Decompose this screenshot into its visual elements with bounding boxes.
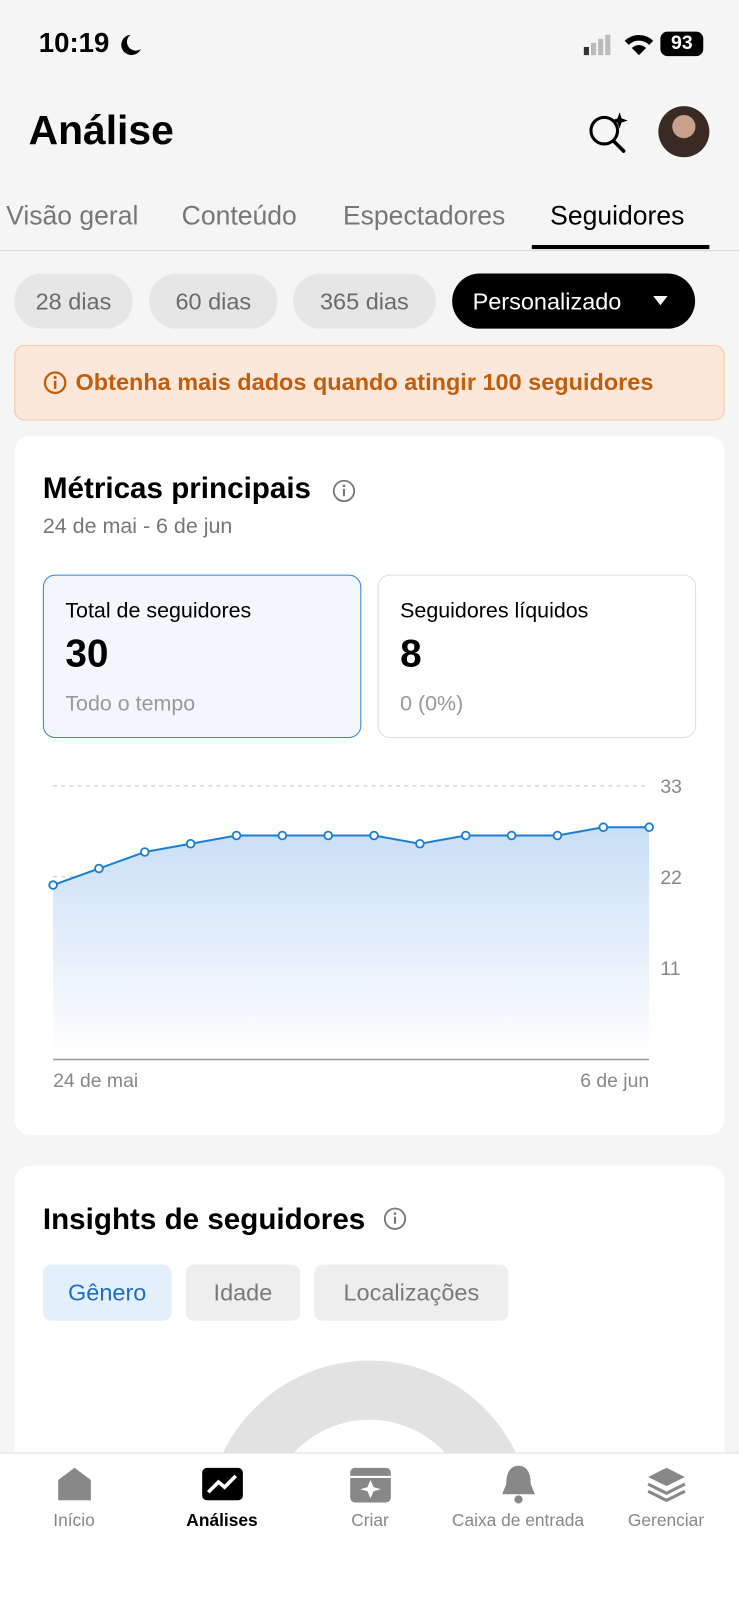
period-chip[interactable]: 28 dias xyxy=(14,273,133,329)
info-banner xyxy=(14,344,725,421)
area-fill xyxy=(53,827,650,1059)
period-chip[interactable]: 60 dias xyxy=(149,273,278,329)
y-tick-label: 33 xyxy=(660,776,682,798)
page-title: Análise xyxy=(28,108,174,154)
tab-indicator xyxy=(531,244,710,250)
info-icon xyxy=(43,371,67,395)
nav-label: Criar xyxy=(351,1510,389,1531)
metric-value: 8 xyxy=(400,632,422,676)
y-tick-label: 11 xyxy=(660,958,680,980)
bell-icon xyxy=(502,1465,535,1504)
data-point xyxy=(48,880,58,890)
nav-label: Início xyxy=(53,1510,95,1531)
wifi-icon xyxy=(624,34,654,56)
tab[interactable]: Espectadores xyxy=(342,200,506,231)
metric-box[interactable]: Seguidores líquidos 8 0 (0%) xyxy=(377,574,697,738)
status-time: 10:19 xyxy=(38,27,110,59)
chip-label: Personalizado xyxy=(472,287,622,314)
follower-chart: 11 22 33 24 de mai 6 de jun xyxy=(48,776,682,1092)
data-point xyxy=(277,830,288,841)
filter-chip[interactable]: Idade xyxy=(185,1264,301,1321)
data-point xyxy=(94,863,104,874)
donut-placeholder xyxy=(212,1360,527,1483)
metric-box[interactable]: Total de seguidores 30 Todo o tempo xyxy=(42,574,362,738)
layers-icon xyxy=(647,1467,686,1503)
analytics-icon xyxy=(202,1467,243,1501)
tab-active[interactable]: Seguidores xyxy=(550,200,685,231)
metric-note: 0 (0%) xyxy=(400,692,464,716)
nav-label: Gerenciar xyxy=(627,1510,705,1531)
tab[interactable]: Visão geral xyxy=(6,200,139,231)
data-line xyxy=(52,826,650,887)
data-point xyxy=(644,822,654,833)
metric-value: 30 xyxy=(65,632,109,676)
nav-item[interactable]: Criar xyxy=(296,1453,444,1565)
period-chip[interactable]: 365 dias xyxy=(292,273,436,329)
nav-item[interactable]: Caixa de entrada xyxy=(444,1453,592,1565)
home-icon xyxy=(58,1467,91,1501)
y-tick-label: 22 xyxy=(660,867,682,889)
data-point xyxy=(460,830,471,841)
metric-label: Seguidores líquidos xyxy=(400,599,589,623)
search-ai-button[interactable] xyxy=(586,110,631,155)
metric-label: Total de seguidores xyxy=(65,599,252,623)
data-point xyxy=(415,838,425,849)
nav-label: Caixa de entrada xyxy=(451,1510,585,1531)
filter-chip-active[interactable]: Gênero xyxy=(42,1264,172,1321)
tab-divider xyxy=(0,250,739,252)
info-icon[interactable] xyxy=(332,479,356,503)
filter-chip[interactable]: Localizações xyxy=(314,1264,509,1321)
nav-item-active[interactable]: Análises xyxy=(148,1453,296,1565)
moon-icon xyxy=(121,34,141,56)
section-title: Métricas principais xyxy=(42,472,312,506)
data-point xyxy=(552,830,563,841)
info-icon[interactable] xyxy=(383,1206,407,1230)
x-tick-label: 24 de mai xyxy=(53,1070,138,1092)
nav-item[interactable]: Gerenciar xyxy=(592,1453,739,1565)
period-chip-active[interactable]: Personalizado xyxy=(452,273,696,329)
dropdown-arrow xyxy=(653,296,668,306)
signal-icon xyxy=(583,34,611,56)
battery: 93 xyxy=(660,31,704,57)
banner-text: Obtenha mais dados quando atingir 100 se… xyxy=(75,368,654,396)
data-point xyxy=(231,830,242,841)
nav-label: Análises xyxy=(186,1510,258,1531)
tab[interactable]: Conteúdo xyxy=(181,200,297,231)
data-point xyxy=(506,830,517,841)
data-point xyxy=(185,838,196,849)
data-point xyxy=(323,830,333,841)
nav-item[interactable]: Início xyxy=(0,1453,148,1565)
create-icon xyxy=(350,1467,391,1503)
metric-note: Todo o tempo xyxy=(65,692,196,716)
bottom-nav: Início Análises Criar Caixa de entrada G… xyxy=(0,1452,739,1600)
section-title: Insights de seguidores xyxy=(42,1203,366,1237)
data-point xyxy=(139,847,150,857)
data-point xyxy=(369,830,379,841)
date-range: 24 de mai - 6 de jun xyxy=(42,514,233,538)
x-tick-label: 6 de jun xyxy=(580,1070,649,1092)
data-point xyxy=(598,822,609,833)
avatar[interactable] xyxy=(658,106,710,158)
